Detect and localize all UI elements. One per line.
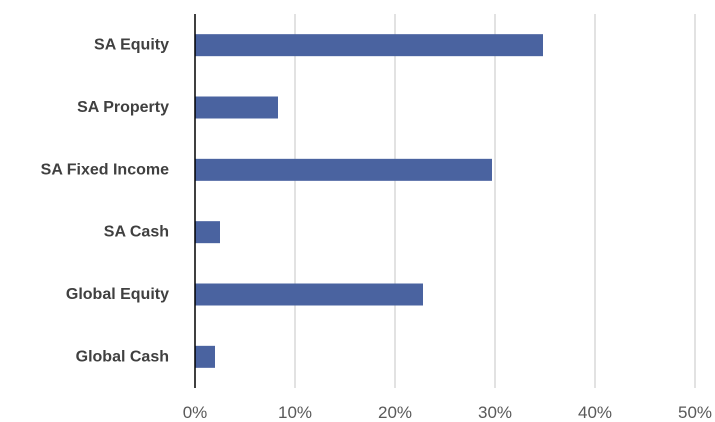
- category-label-3: SA Cash: [104, 224, 169, 241]
- gridlines: [294, 14, 696, 388]
- bar-2: [195, 158, 492, 181]
- bar-3: [195, 221, 220, 244]
- category-labels: SA Equity SA Property SA Fixed Income SA Ca…: [41, 37, 169, 366]
- x-tick-label-5: 50%: [678, 403, 712, 422]
- category-label-2: SA Fixed Income: [41, 161, 169, 178]
- x-tick-labels: 0% 10% 20% 30% 40% 50%: [183, 403, 712, 422]
- bar-1: [195, 96, 278, 119]
- bar-4: [195, 283, 423, 306]
- category-label-1: SA Property: [77, 99, 169, 116]
- bar-0: [195, 34, 543, 57]
- x-tick-label-0: 0%: [183, 403, 208, 422]
- category-label-5: Global Cash: [76, 348, 169, 365]
- x-tick-label-3: 30%: [478, 403, 512, 422]
- category-label-0: SA Equity: [94, 37, 169, 54]
- bar-5: [195, 345, 215, 368]
- x-tick-label-2: 20%: [378, 403, 412, 422]
- x-tick-label-1: 10%: [278, 403, 312, 422]
- bars: [195, 34, 543, 368]
- x-tick-label-4: 40%: [578, 403, 612, 422]
- category-label-4: Global Equity: [66, 286, 169, 303]
